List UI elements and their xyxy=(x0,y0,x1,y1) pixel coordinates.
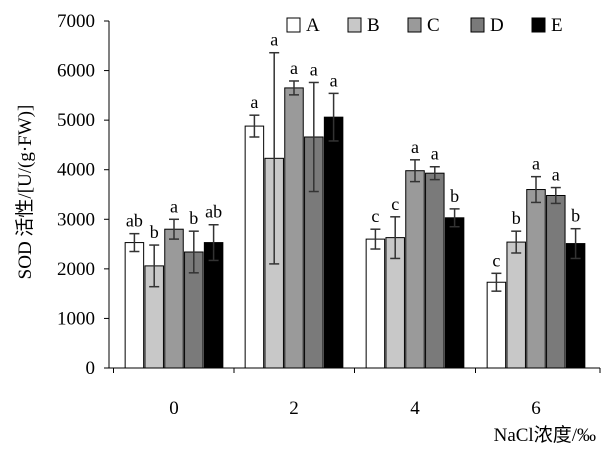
bar xyxy=(164,228,184,369)
significance-label: a xyxy=(330,70,338,90)
significance-label: c xyxy=(492,250,500,270)
bar xyxy=(526,189,546,369)
significance-label: b xyxy=(450,186,459,206)
bar xyxy=(405,170,425,369)
y-axis-title: SOD 活性/[U/(g·FW)] xyxy=(14,105,36,280)
x-tick-label: 4 xyxy=(410,398,420,419)
bar xyxy=(486,281,507,369)
significance-label: a xyxy=(270,30,278,50)
legend-swatch xyxy=(470,17,485,33)
y-tick-label: 3000 xyxy=(57,209,95,230)
bar xyxy=(546,194,566,369)
x-tick-label: 6 xyxy=(531,398,541,419)
legend-swatch xyxy=(347,17,362,33)
bar xyxy=(244,125,265,369)
significance-label: b xyxy=(571,206,580,226)
legend-label: C xyxy=(427,15,440,36)
significance-label: a xyxy=(310,59,318,79)
legend-label: B xyxy=(367,15,380,36)
legend-swatch xyxy=(531,17,546,33)
bar xyxy=(425,172,445,369)
bars-group xyxy=(124,87,586,369)
bar xyxy=(323,116,344,369)
bar xyxy=(506,241,526,369)
significance-label: a xyxy=(250,92,258,112)
y-tick-label: 7000 xyxy=(57,11,95,32)
significance-label: c xyxy=(391,194,399,214)
significance-label: b xyxy=(150,222,159,242)
significance-label: a xyxy=(170,196,178,216)
significance-label: a xyxy=(290,58,298,78)
significance-label: ab xyxy=(205,202,222,222)
x-axis-title: NaCl浓度/‰ xyxy=(494,424,596,446)
axes: 0 1000 2000 3000 4000 5000 6000 7000 0 2 4 6 xyxy=(57,11,601,419)
legend-label: A xyxy=(306,15,320,36)
legend-label: D xyxy=(490,15,504,36)
significance-label: b xyxy=(512,208,521,228)
y-tick-label: 0 xyxy=(86,358,96,379)
bar xyxy=(124,242,145,369)
y-tick-label: 1000 xyxy=(57,308,95,329)
bar xyxy=(365,238,386,369)
legend-swatch xyxy=(286,17,301,33)
error-bars-group xyxy=(129,51,581,292)
bar xyxy=(444,217,465,369)
x-tick-label: 0 xyxy=(169,398,179,419)
y-tick-label: 4000 xyxy=(57,160,95,181)
y-tick-label: 5000 xyxy=(57,110,95,131)
bar xyxy=(284,87,304,369)
bar xyxy=(565,243,586,369)
significance-label: c xyxy=(371,206,379,226)
bar xyxy=(203,242,224,369)
y-tick-label: 2000 xyxy=(57,259,95,280)
significance-label: a xyxy=(431,144,439,164)
significance-label: ab xyxy=(126,211,143,231)
significance-label: a xyxy=(411,137,419,157)
x-tick-label: 2 xyxy=(289,398,299,419)
significance-label: a xyxy=(552,165,560,185)
legend-swatch xyxy=(407,17,422,33)
y-tick-label: 6000 xyxy=(57,61,95,82)
significance-label: b xyxy=(189,208,198,228)
significance-label: a xyxy=(532,154,540,174)
legend: A B C D E xyxy=(286,15,563,36)
legend-label: E xyxy=(551,15,563,36)
